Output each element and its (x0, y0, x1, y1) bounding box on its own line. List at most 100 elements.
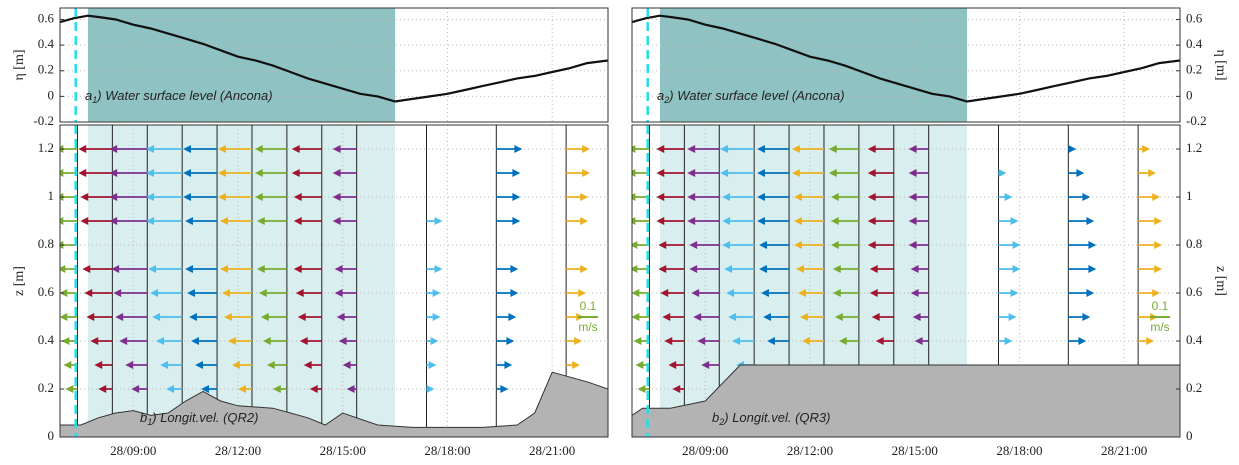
velocity-arrow (1068, 241, 1097, 249)
velocity-arrow (566, 145, 591, 153)
velocity-arrow (332, 169, 357, 177)
velocity-arrow (146, 217, 183, 225)
velocity-arrow (219, 265, 252, 273)
velocity-arrow (566, 193, 589, 201)
velocity-arrow (1138, 337, 1155, 345)
y-tick-label: 0.6 (1186, 11, 1203, 26)
velocity-arrow (160, 361, 183, 369)
velocity-arrow (332, 193, 357, 201)
x-tick-label: 28/12:00 (215, 443, 261, 458)
y-tick-label: 1.2 (38, 140, 54, 155)
velocity-arrow (334, 289, 357, 297)
velocity-arrow (195, 361, 218, 369)
velocity-arrow (875, 337, 894, 345)
y-tick-label: 1 (1186, 188, 1193, 203)
y-tick-label: 0.4 (1186, 332, 1203, 347)
velocity-arrow (111, 265, 148, 273)
velocity-arrow (496, 193, 521, 201)
velocity-arrow (662, 313, 685, 321)
velocity-arrow (146, 145, 183, 153)
velocity-arrow (828, 169, 859, 177)
velocity-arrow (148, 265, 183, 273)
scale-unit: m/s (578, 320, 597, 334)
velocity-arrow (1138, 193, 1161, 201)
y-tick-label: 0.6 (38, 11, 55, 26)
y-axis-label: z [m] (1213, 266, 1228, 296)
velocity-arrow (687, 217, 720, 225)
velocity-arrow (566, 169, 591, 177)
annotation-text: ) Longit.vel. (QR2) (150, 410, 258, 425)
plot-area (632, 125, 1180, 437)
velocity-arrow (150, 289, 183, 297)
velocity-arrow (914, 337, 929, 345)
annotation-letter: a (85, 88, 92, 103)
velocity-arrow (187, 289, 218, 297)
velocity-arrow (757, 169, 790, 177)
x-tick-label: 28/15:00 (320, 443, 366, 458)
annotation-letter: b (140, 410, 147, 425)
velocity-arrow (293, 265, 322, 273)
velocity-arrow (726, 289, 755, 297)
velocity-arrow (426, 217, 443, 225)
velocity-arrow (566, 217, 589, 225)
velocity-arrow (998, 169, 1007, 177)
velocity-arrow (115, 313, 148, 321)
velocity-arrow (693, 313, 720, 321)
velocity-arrow (98, 385, 113, 393)
velocity-arrow (109, 217, 148, 225)
scale-value: 0.1 (1152, 299, 1169, 313)
x-tick-label: 28/18:00 (996, 443, 1042, 458)
y-tick-label: 0.4 (1186, 36, 1203, 51)
velocity-arrow (266, 361, 287, 369)
velocity-arrow (757, 217, 790, 225)
velocity-arrow (78, 145, 113, 153)
velocity-arrow (566, 337, 583, 345)
velocity-arrow (309, 385, 322, 393)
panel: 0.1 m/s 28/09:00 28/12:00 28/15:00 28/18:00 28… (12, 124, 609, 458)
velocity-arrow (757, 145, 790, 153)
velocity-arrow (125, 361, 148, 369)
velocity-arrow (426, 361, 437, 369)
velocity-arrow (426, 289, 441, 297)
velocity-arrow (146, 169, 183, 177)
y-tick-label: 0.8 (38, 236, 54, 251)
velocity-arrow (185, 265, 218, 273)
velocity-arrow (201, 385, 218, 393)
axes-frame (59, 7, 609, 123)
velocity-arrow (732, 337, 755, 345)
velocity-arrow (258, 289, 287, 297)
velocity-arrow (189, 313, 218, 321)
velocity-arrow (217, 169, 252, 177)
velocity-arrow (632, 241, 650, 249)
velocity-arrow (691, 289, 720, 297)
velocity-arrow (65, 385, 78, 393)
velocity-arrow (86, 313, 113, 321)
y-tick-label: 0.2 (1186, 62, 1202, 77)
y-tick-label: 0.4 (38, 36, 55, 51)
plot-area (632, 8, 1180, 122)
y-tick-label: 0.2 (1186, 380, 1202, 395)
velocity-arrow (1068, 337, 1087, 345)
water-level-line (632, 14, 1180, 103)
velocity-arrow (701, 361, 720, 369)
annotation-subscript: 1 (147, 417, 152, 427)
bed-profile (632, 364, 1180, 437)
velocity-arrow (871, 313, 894, 321)
x-tick-label: 28/21:00 (1101, 443, 1147, 458)
velocity-arrow (496, 145, 523, 153)
y-tick-label: 0 (1186, 428, 1193, 443)
y-tick-label: 0.6 (38, 284, 55, 299)
velocity-arrow (687, 193, 720, 201)
velocity-arrow (672, 385, 685, 393)
annotation-subscript: 2 (718, 417, 724, 427)
velocity-arrow (867, 241, 894, 249)
velocity-arrow (637, 385, 650, 393)
velocity-arrow (998, 313, 1017, 321)
velocity-arrow (566, 289, 587, 297)
y-tick-label: -0.2 (1186, 113, 1207, 128)
velocity-arrow (496, 385, 509, 393)
velocity-arrow (1138, 289, 1161, 297)
velocity-arrow (867, 217, 894, 225)
velocity-arrow (256, 217, 287, 225)
velocity-arrow (763, 313, 790, 321)
